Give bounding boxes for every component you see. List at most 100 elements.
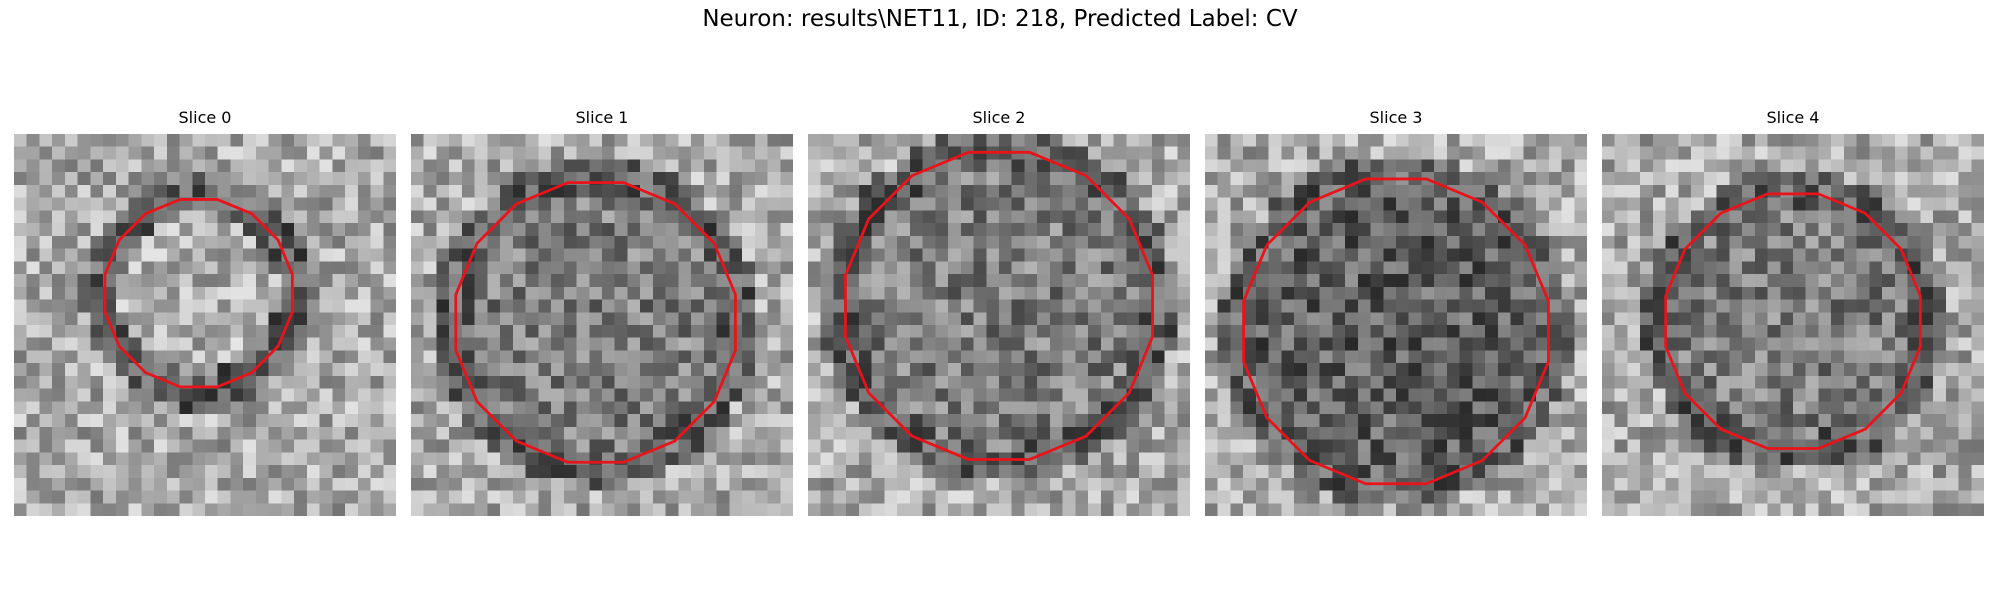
pixel (64, 477, 78, 491)
pixel (205, 159, 218, 173)
pixel (243, 261, 257, 275)
pixel (922, 337, 936, 351)
pixel (922, 299, 936, 313)
pixel (294, 184, 308, 198)
pixel (1793, 286, 1806, 300)
pixel (1446, 350, 1460, 364)
pixel (77, 337, 91, 351)
pixel (1971, 146, 1984, 160)
pixel (627, 261, 641, 275)
pixel (858, 477, 872, 491)
pixel (1754, 401, 1768, 415)
pixel (64, 414, 78, 428)
pixel (1421, 299, 1435, 313)
pixel (742, 363, 756, 377)
pixel (1446, 325, 1460, 338)
pixel (1945, 465, 1959, 479)
pixel (1805, 312, 1819, 326)
pixel (1640, 159, 1654, 173)
pixel (14, 159, 27, 173)
pixel (808, 490, 821, 504)
pixel (1459, 223, 1473, 237)
pixel (935, 235, 949, 249)
pixel (1729, 312, 1743, 326)
pixel (1088, 146, 1102, 160)
pixel (268, 452, 282, 466)
pixel (691, 286, 705, 300)
pixel (1370, 337, 1384, 351)
pixel (319, 223, 333, 237)
pixel (627, 134, 641, 147)
pixel (1024, 439, 1038, 453)
pixel (306, 223, 320, 237)
pixel (1217, 401, 1231, 415)
pixel (1230, 503, 1244, 516)
pixel (576, 146, 590, 160)
pixel (1614, 286, 1628, 300)
pixel (767, 172, 781, 186)
pixel (1357, 325, 1371, 338)
pixel (39, 388, 53, 402)
pixel (1088, 375, 1102, 389)
pixel (1049, 286, 1063, 300)
pixel (1945, 337, 1959, 351)
pixel (1574, 477, 1587, 491)
pixel (678, 235, 692, 249)
pixel (294, 503, 308, 516)
pixel (820, 197, 834, 211)
pixel (1024, 197, 1038, 211)
pixel (1370, 490, 1384, 504)
pixel (128, 325, 142, 338)
pixel (525, 465, 539, 479)
pixel (1971, 274, 1984, 288)
pixel (1062, 337, 1076, 351)
pixel (1561, 248, 1575, 262)
pixel (383, 477, 396, 491)
pixel (640, 325, 654, 338)
pixel (652, 223, 666, 237)
pixel (767, 477, 781, 491)
pixel (90, 375, 104, 389)
pixel (767, 325, 781, 338)
pixel (1459, 235, 1473, 249)
pixel (1075, 388, 1089, 402)
pixel (808, 184, 821, 198)
pixel (1408, 490, 1422, 504)
pixel (640, 401, 654, 415)
pixel (1370, 452, 1384, 466)
pixel (909, 375, 923, 389)
pixel (1383, 312, 1397, 326)
pixel (474, 337, 488, 351)
pixel (884, 465, 898, 479)
pixel (1548, 134, 1562, 147)
pixel (1818, 414, 1832, 428)
pixel (1383, 299, 1397, 313)
pixel (179, 146, 193, 160)
pixel (833, 210, 847, 224)
pixel (665, 172, 679, 186)
pixel (1408, 134, 1422, 147)
pixel (1421, 325, 1435, 338)
pixel (449, 426, 463, 440)
pixel (729, 184, 743, 198)
pixel (909, 503, 923, 516)
slice-panel-3: Slice 3 (1205, 104, 1587, 516)
pixel (1319, 337, 1333, 351)
pixel (1459, 337, 1473, 351)
pixel (449, 401, 463, 415)
pixel (1510, 465, 1524, 479)
pixel (423, 274, 437, 288)
pixel (1818, 312, 1832, 326)
cell-contour (1664, 192, 1922, 450)
pixel (1332, 197, 1346, 211)
pixel (1920, 350, 1934, 364)
pixel (767, 363, 781, 377)
pixel (833, 426, 847, 440)
pixel (627, 465, 641, 479)
pixel (754, 223, 768, 237)
pixel (1716, 197, 1730, 211)
pixel (884, 248, 898, 262)
pixel (128, 401, 142, 415)
pixel (1151, 477, 1165, 491)
pixel (357, 197, 371, 211)
